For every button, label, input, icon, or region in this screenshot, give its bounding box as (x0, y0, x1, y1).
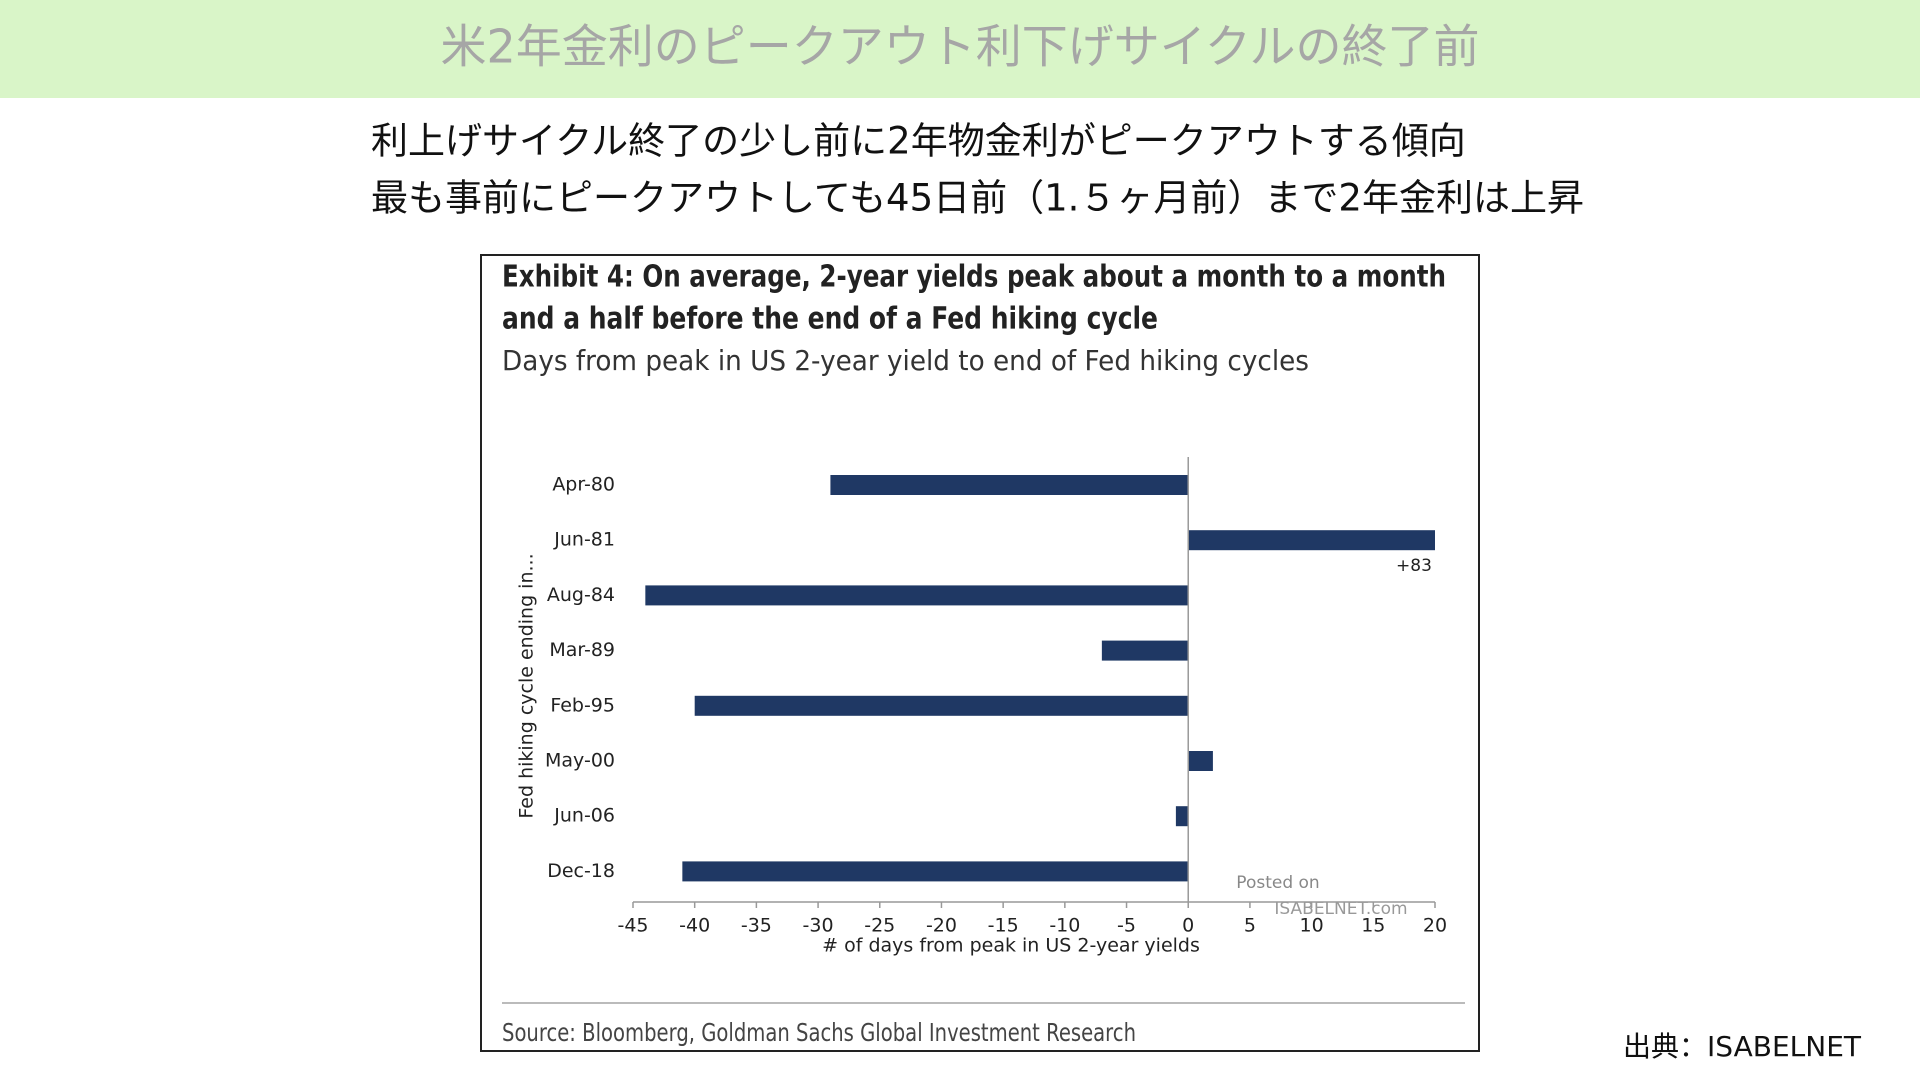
y-tick-label: Mar-89 (549, 639, 615, 661)
bar (682, 861, 1189, 882)
note: 最も事前にピークアウトしても45日前（1.５ヶ月前）まで2年金利は上昇 (371, 177, 1584, 220)
source: Source: Bloomberg, Goldman Sachs Global … (502, 1018, 1136, 1047)
y-tick-label: Jun-81 (553, 529, 615, 551)
chart-subtitle: Days from peak in US 2-year yield to end… (502, 344, 1309, 377)
y-tick-label: Feb-95 (550, 694, 615, 716)
bar (694, 695, 1189, 716)
x-tick-label: -45 (617, 915, 648, 937)
bar (1188, 751, 1213, 771)
x-tick-label: 20 (1423, 915, 1447, 937)
header-bar (0, 0, 1920, 98)
x-tick-label: 0 (1182, 915, 1194, 937)
x-tick-label: 5 (1244, 915, 1256, 937)
slide-title: 米2年金利のピークアウト利下げサイクルの終了前 (441, 20, 1480, 74)
y-tick-label: Jun-06 (553, 805, 615, 827)
x-tick-label: -40 (679, 915, 710, 937)
x-tick-label: -10 (1049, 915, 1080, 937)
x-tick-label: -5 (1117, 915, 1136, 937)
note: 利上げサイクル終了の少し前に2年物金利がピークアウトする傾向 (371, 120, 1466, 163)
chart-title: Exhibit 4: On average, 2-year yields pea… (502, 260, 1446, 295)
y-tick-label: Dec-18 (547, 860, 615, 882)
watermark: ISABELNET.com (1274, 899, 1407, 919)
x-tick-label: -35 (741, 915, 772, 937)
watermark: Posted on (1236, 873, 1319, 893)
credit: 出典：ISABELNET (1623, 1030, 1862, 1063)
plot-area (645, 475, 1435, 882)
x-tick-label: 15 (1361, 915, 1385, 937)
x-tick-label: -20 (926, 915, 957, 937)
value-label: +83 (1396, 556, 1432, 576)
y-axis-label: Fed hiking cycle ending in... (516, 553, 538, 818)
x-tick-label: 10 (1300, 915, 1324, 937)
x-tick-label: -15 (988, 915, 1019, 937)
y-tick-label: May-00 (545, 750, 615, 772)
y-tick-label: Apr-80 (552, 474, 615, 496)
x-tick-label: -25 (864, 915, 895, 937)
chart-title: and a half before the end of a Fed hikin… (502, 302, 1158, 337)
chart-frame (480, 254, 1480, 1052)
x-tick-label: -30 (803, 915, 834, 937)
x-axis-label: # of days from peak in US 2-year yields (822, 935, 1200, 957)
y-tick-label: Aug-84 (547, 584, 615, 606)
bar (1175, 806, 1189, 827)
bar (830, 475, 1189, 495)
bar (1188, 530, 1435, 551)
bar (1101, 640, 1189, 661)
bar (645, 585, 1189, 606)
